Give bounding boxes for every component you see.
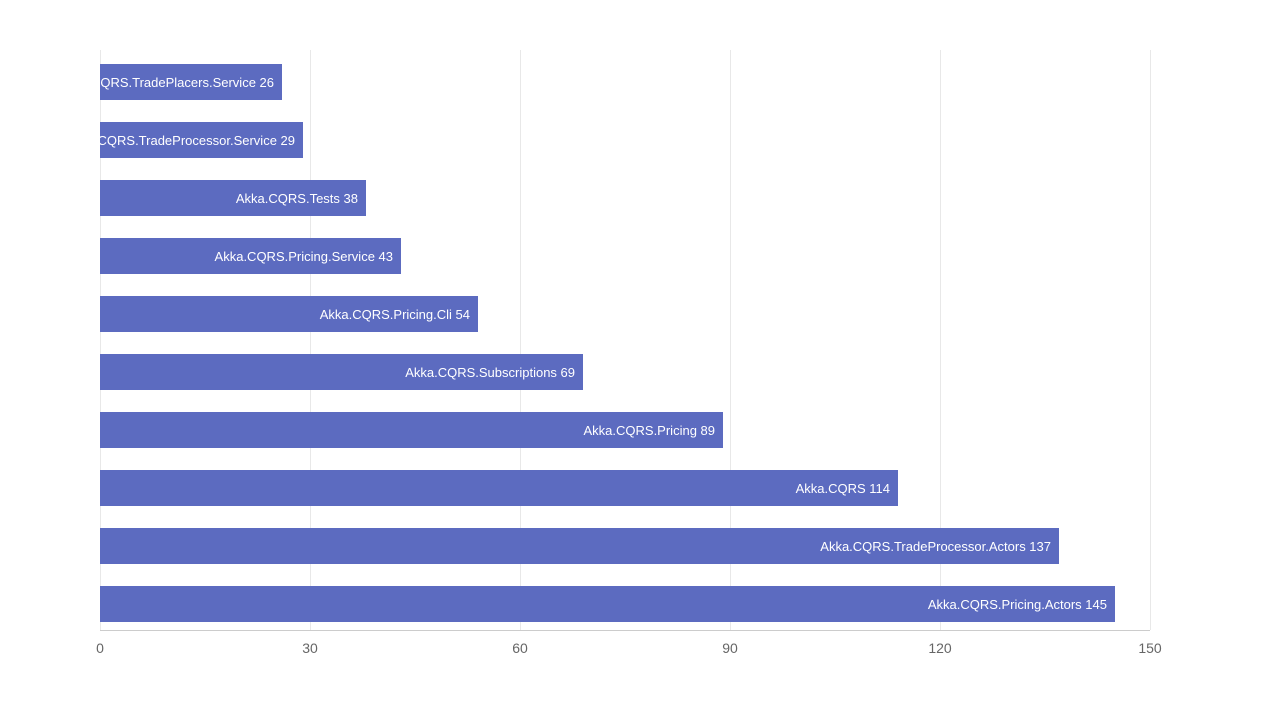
x-tick-label: 90 xyxy=(722,640,738,656)
bar-label: Akka.CQRS.Tests 38 xyxy=(236,191,358,206)
bar-label: Akka.CQRS.Pricing 89 xyxy=(584,423,716,438)
bar-label: Akka.CQRS.Pricing.Cli 54 xyxy=(320,307,470,322)
bar-label: Akka.CQRS 114 xyxy=(796,481,890,496)
x-axis-line xyxy=(100,630,1150,631)
bar: Akka.CQRS.Pricing.Actors 145 xyxy=(100,586,1115,622)
bar-label: Akka.CQRS.Pricing.Actors 145 xyxy=(928,597,1107,612)
bar: Akka.CQRS.Pricing 89 xyxy=(100,412,723,448)
bar: Akka.CQRS 114 xyxy=(100,470,898,506)
x-tick-label: 0 xyxy=(96,640,104,656)
x-tick-label: 120 xyxy=(928,640,951,656)
bar: Akka.CQRS.TradeProcessor.Service 29 xyxy=(100,122,303,158)
gridline xyxy=(1150,50,1151,630)
bar: Akka.CQRS.Subscriptions 69 xyxy=(100,354,583,390)
bar: Akka.CQRS.TradeProcessor.Actors 137 xyxy=(100,528,1059,564)
plot-area: 0306090120150Akka.CQRS.TradePlacers.Serv… xyxy=(100,50,1150,630)
bar-label: Akka.CQRS.TradeProcessor.Actors 137 xyxy=(820,539,1051,554)
bar: Akka.CQRS.Tests 38 xyxy=(100,180,366,216)
bar-label: Akka.CQRS.Subscriptions 69 xyxy=(405,365,575,380)
bar-label: Akka.CQRS.TradeProcessor.Service 29 xyxy=(65,133,295,148)
x-tick-label: 150 xyxy=(1138,640,1161,656)
bar: Akka.CQRS.Pricing.Service 43 xyxy=(100,238,401,274)
bar: Akka.CQRS.TradePlacers.Service 26 xyxy=(100,64,282,100)
bar-label: Akka.CQRS.TradePlacers.Service 26 xyxy=(58,75,274,90)
x-tick-label: 30 xyxy=(302,640,318,656)
bar-label: Akka.CQRS.Pricing.Service 43 xyxy=(215,249,393,264)
bar: Akka.CQRS.Pricing.Cli 54 xyxy=(100,296,478,332)
chart-container: 0 30 60 90 120 150 Akka.CQRS.TradePlacers.Serv… xyxy=(0,0,1264,705)
x-tick-label: 60 xyxy=(512,640,528,656)
